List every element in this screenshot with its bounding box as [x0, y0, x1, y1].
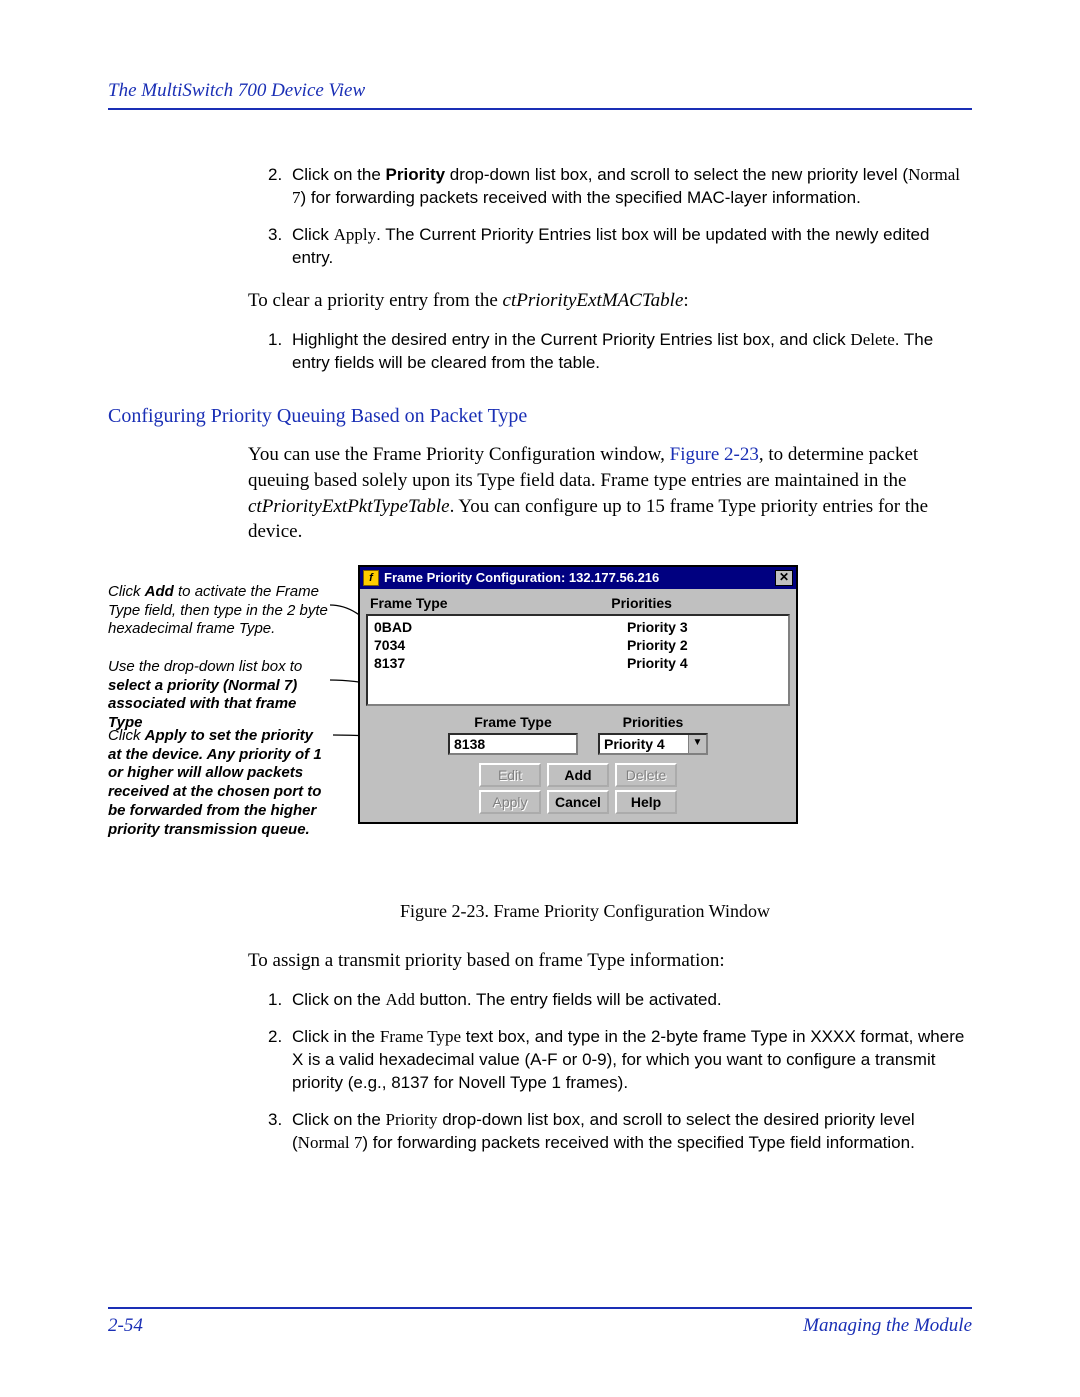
dropdown-value: Priority 4	[600, 735, 688, 753]
priority-dropdown[interactable]: Priority 4 ▼	[598, 733, 708, 755]
text: Click	[108, 583, 145, 600]
callout-2: Use the drop-down list box to select a p…	[108, 658, 328, 733]
assign-intro: To assign a transmit priority based on f…	[248, 948, 972, 974]
step-text: Click Apply. The Current Priority Entrie…	[292, 224, 972, 270]
footer-chapter: Managing the Module	[803, 1315, 972, 1337]
priority-config-window: f Frame Priority Configuration: 132.177.…	[358, 565, 798, 824]
bold-text: Priority	[386, 165, 446, 184]
clear-step-1: 1. Highlight the desired entry in the Cu…	[268, 329, 972, 375]
step-number: 1.	[268, 329, 292, 375]
step-text: Click on the Priority drop-down list box…	[292, 1109, 972, 1155]
text: Highlight the desired entry in the Curre…	[292, 330, 850, 349]
text: Click	[108, 727, 145, 744]
list-item[interactable]: 8137Priority 4	[374, 654, 782, 672]
figure-link[interactable]: Figure 2-23	[670, 444, 759, 465]
serif-text: Priority	[386, 1110, 438, 1129]
window-title: Frame Priority Configuration: 132.177.56…	[384, 570, 775, 585]
chevron-down-icon[interactable]: ▼	[688, 735, 706, 753]
step-text: Highlight the desired entry in the Curre…	[292, 329, 972, 375]
text: You can use the Frame Priority Configura…	[248, 444, 670, 465]
bold-text: select a priority (Normal 7) associated …	[108, 677, 297, 732]
close-icon[interactable]: ✕	[775, 570, 793, 586]
step-text: Click on the Priority drop-down list box…	[292, 164, 972, 210]
serif-text: Apply	[334, 225, 377, 244]
callout-1: Click Add to activate the Frame Type fie…	[108, 583, 328, 639]
serif-text: Delete	[850, 330, 894, 349]
header-rule	[108, 108, 972, 110]
priorities-label: Priorities	[623, 714, 684, 730]
serif-text: Add	[386, 990, 415, 1009]
top-step-2: 2. Click on the Priority drop-down list …	[268, 164, 972, 210]
clear-intro: To clear a priority entry from the ctPri…	[248, 288, 972, 314]
footer-rule	[108, 1307, 972, 1309]
text: . The Current Priority Entries list box …	[292, 225, 929, 267]
bold-text: Add	[145, 583, 174, 600]
text: Use the drop-down list box to	[108, 658, 302, 675]
list-item[interactable]: 0BADPriority 3	[374, 618, 782, 636]
section-heading: Configuring Priority Queuing Based on Pa…	[108, 405, 972, 428]
text: Click	[292, 225, 334, 244]
edit-button[interactable]: Edit	[479, 763, 541, 787]
step-number: 2.	[268, 164, 292, 210]
entries-listbox[interactable]: 0BADPriority 3 7034Priority 2 8137Priori…	[366, 614, 790, 706]
frame-type-input[interactable]	[448, 733, 578, 755]
window-icon: f	[363, 570, 379, 586]
cell-prio: Priority 3	[627, 618, 782, 636]
text: Click on the	[292, 990, 386, 1009]
step-text: Click on the Add button. The entry field…	[292, 989, 972, 1012]
page-header-title: The MultiSwitch 700 Device View	[108, 80, 972, 102]
text: Click on the	[292, 165, 386, 184]
assign-step-1: 1. Click on the Add button. The entry fi…	[268, 989, 972, 1012]
help-button[interactable]: Help	[615, 790, 677, 814]
cell-type: 7034	[374, 636, 627, 654]
step-number: 3.	[268, 224, 292, 270]
text: ) for forwarding packets received with t…	[301, 188, 861, 207]
cell-prio: Priority 4	[627, 654, 782, 672]
callout-3: Click Apply to set the priority at the d…	[108, 727, 328, 840]
serif-text: Frame Type	[380, 1027, 461, 1046]
list-item[interactable]: 7034Priority 2	[374, 636, 782, 654]
frame-type-label: Frame Type	[474, 714, 552, 730]
italic-text: ctPriorityExtMACTable	[503, 290, 684, 311]
top-step-3: 3. Click Apply. The Current Priority Ent…	[268, 224, 972, 270]
header-frame-type: Frame Type	[370, 595, 611, 611]
text: button. The entry fields will be activat…	[415, 990, 722, 1009]
step-text: Click in the Frame Type text box, and ty…	[292, 1026, 972, 1095]
add-button[interactable]: Add	[547, 763, 609, 787]
text: Click on the	[292, 1110, 386, 1129]
cell-type: 0BAD	[374, 618, 627, 636]
assign-step-3: 3. Click on the Priority drop-down list …	[268, 1109, 972, 1155]
text: drop-down list box, and scroll to select…	[445, 165, 908, 184]
assign-step-2: 2. Click in the Frame Type text box, and…	[268, 1026, 972, 1095]
cell-prio: Priority 2	[627, 636, 782, 654]
figure-area: Click Add to activate the Frame Type fie…	[108, 565, 972, 895]
step-number: 3.	[268, 1109, 292, 1155]
text: Click in the	[292, 1027, 380, 1046]
cell-type: 8137	[374, 654, 627, 672]
italic-text: ctPriorityExtPktTypeTable	[248, 496, 450, 517]
serif-text: Normal 7	[298, 1133, 363, 1152]
text: To clear a priority entry from the	[248, 290, 503, 311]
page-footer: 2-54 Managing the Module	[108, 1307, 972, 1337]
window-titlebar[interactable]: f Frame Priority Configuration: 132.177.…	[360, 567, 796, 589]
list-headers: Frame Type Priorities	[360, 589, 796, 614]
cancel-button[interactable]: Cancel	[547, 790, 609, 814]
apply-button[interactable]: Apply	[479, 790, 541, 814]
text: ) for forwarding packets received with t…	[362, 1133, 914, 1152]
figure-caption: Figure 2-23. Frame Priority Configuratio…	[198, 901, 972, 922]
header-priorities: Priorities	[611, 595, 786, 611]
step-number: 1.	[268, 989, 292, 1012]
page-number: 2-54	[108, 1315, 143, 1337]
text: :	[683, 290, 688, 311]
delete-button[interactable]: Delete	[615, 763, 677, 787]
section-intro: You can use the Frame Priority Configura…	[248, 442, 972, 545]
step-number: 2.	[268, 1026, 292, 1095]
